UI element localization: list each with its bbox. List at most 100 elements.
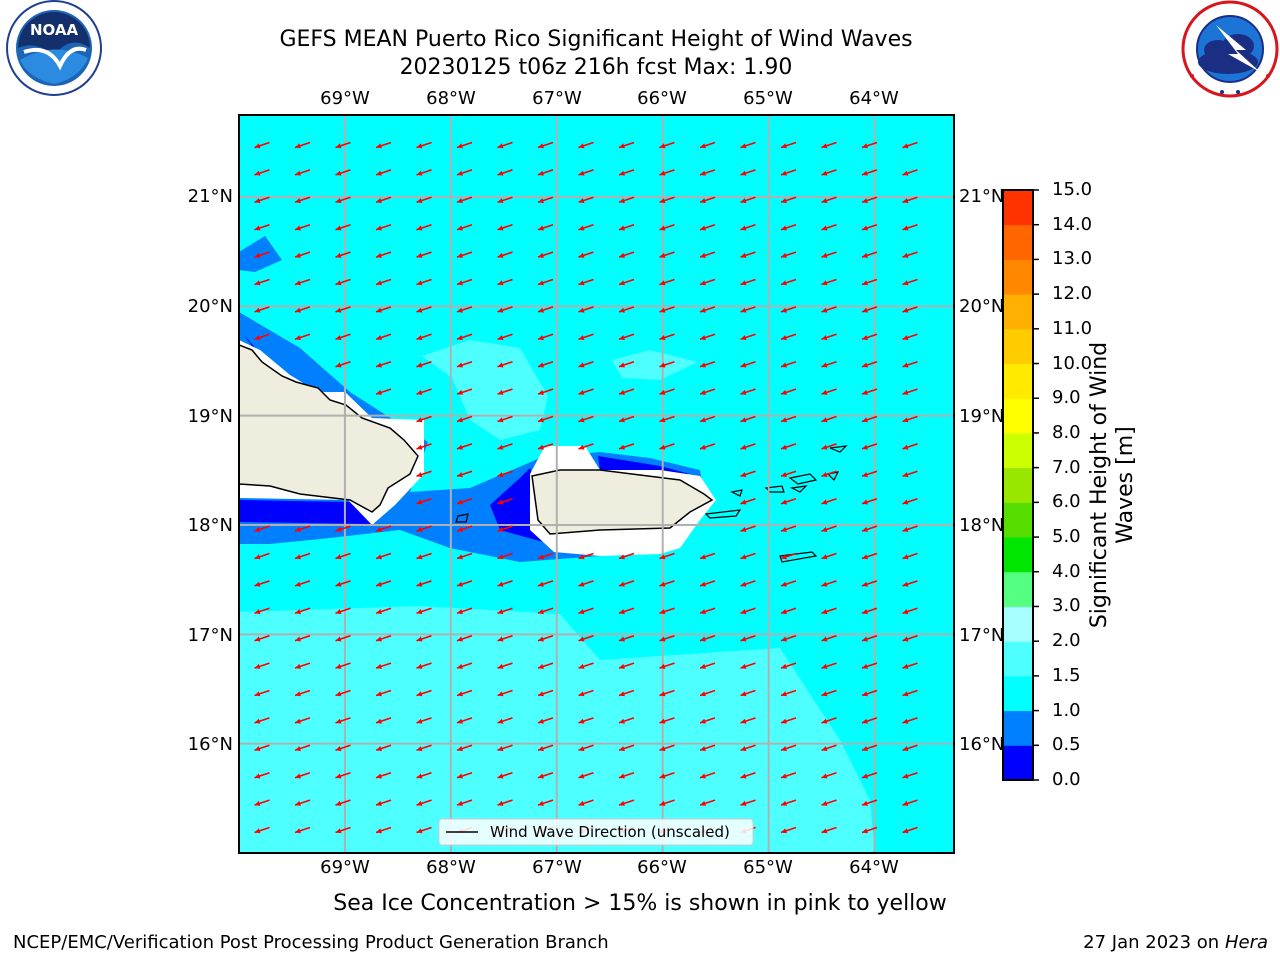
wind-arrow-head <box>862 225 868 231</box>
wind-arrow-head <box>254 636 261 642</box>
wind-arrow-head <box>538 636 544 642</box>
wind-arrow-head <box>457 225 463 231</box>
wind-arrow-head <box>416 225 423 231</box>
wind-arrow-head <box>335 609 342 615</box>
wind-arrow-head <box>538 225 544 231</box>
wind-arrow-head <box>457 554 463 560</box>
wind-arrow-head <box>295 609 301 615</box>
wind-arrow-head <box>659 280 666 286</box>
wind-arrow-head <box>538 554 544 560</box>
wind-arrow-head <box>740 773 747 779</box>
colorbar-segment <box>1003 606 1033 642</box>
wind-arrow-head <box>376 307 382 313</box>
wind-arrow-head <box>497 280 504 286</box>
wind-arrow-head <box>740 389 747 395</box>
wind-arrow-head <box>740 800 747 806</box>
wind-arrow-head <box>781 499 787 505</box>
wind-arrow-head <box>740 335 747 341</box>
wind-arrow-head <box>659 307 666 313</box>
title-line-1: GEFS MEAN Puerto Rico Significant Height… <box>279 27 913 52</box>
wind-arrow-head <box>457 526 463 532</box>
wind-arrow-head <box>740 170 747 176</box>
land-mona-island <box>455 513 469 523</box>
wind-arrow-head <box>821 718 828 724</box>
wind-arrow-head <box>376 773 382 779</box>
wind-arrow-head <box>335 526 342 532</box>
wind-arrow-head <box>619 198 625 204</box>
wind-arrow-head <box>497 663 504 669</box>
wind-arrow-head <box>497 554 504 560</box>
wind-arrow-head <box>376 718 382 724</box>
wind-arrow-head <box>862 718 868 724</box>
lon-tick-top: 64°W <box>849 88 899 109</box>
wind-arrow-head <box>700 746 706 752</box>
wind-arrow-head <box>619 581 625 587</box>
wind-arrow-head <box>335 307 342 313</box>
wind-arrow-head <box>497 143 504 149</box>
wind-arrow-head <box>862 417 868 423</box>
wind-arrow-head <box>821 609 828 615</box>
wind-arrow-head <box>659 581 666 587</box>
wind-arrow-head <box>781 307 787 313</box>
wind-arrow-head <box>902 526 909 532</box>
wind-arrow-head <box>619 335 625 341</box>
wind-arrow-head <box>497 773 504 779</box>
colorbar-segment <box>1003 259 1033 295</box>
wind-arrow-head <box>740 444 747 450</box>
colorbar-tick-label: 15.0 <box>1052 179 1093 200</box>
wind-arrow-head <box>376 636 382 642</box>
wind-arrow-head <box>376 554 382 560</box>
wind-arrow-head <box>862 444 868 450</box>
colorbar-tick-label: 11.0 <box>1052 317 1093 339</box>
wind-arrow-head <box>335 691 342 697</box>
wind-arrow-shaft <box>619 855 634 860</box>
wind-arrow-head <box>821 307 828 313</box>
wind-arrow-head <box>821 170 828 176</box>
colorbar-segment <box>1003 467 1033 503</box>
map-frame <box>238 114 955 854</box>
wind-arrow-head <box>254 170 261 176</box>
wind-arrow-head <box>497 746 504 752</box>
lat-tick-left: 20°N <box>187 296 233 317</box>
lat-tick-left: 17°N <box>187 625 233 646</box>
wind-arrow-head <box>700 663 706 669</box>
wind-arrow-head <box>740 225 747 231</box>
lon-tick-top: 67°W <box>532 88 582 109</box>
wind-arrow-head <box>862 554 868 560</box>
contour-1p5-2m-ne <box>612 350 698 380</box>
wind-arrow-head <box>740 581 747 587</box>
wind-arrow-head <box>497 389 504 395</box>
wind-arrow-head <box>700 554 706 560</box>
wind-arrow-head <box>376 526 382 532</box>
wind-arrow-head <box>862 828 868 834</box>
wind-arrow-head <box>416 252 423 258</box>
wind-arrow-head <box>659 800 666 806</box>
wind-arrow-head <box>416 389 423 395</box>
wind-arrow-head <box>578 773 585 779</box>
wind-arrow-head <box>821 225 828 231</box>
wind-arrow-head <box>821 663 828 669</box>
colorbar-tick-label: 8.0 <box>1052 421 1081 443</box>
wind-arrow-head <box>497 636 504 642</box>
wind-arrow-head <box>295 170 301 176</box>
lat-tick-left: 21°N <box>187 186 233 207</box>
wind-arrow-head <box>578 225 585 231</box>
wind-arrow-head <box>497 252 504 258</box>
wind-arrow-head <box>821 636 828 642</box>
wind-arrow-head <box>254 526 261 532</box>
wind-arrow-head <box>700 362 706 368</box>
wind-arrow-head <box>376 856 382 861</box>
footer-host: Hera <box>1224 932 1268 953</box>
contour-0p5-1m-nw <box>239 236 282 272</box>
wind-arrow-head <box>254 335 261 341</box>
wind-arrow-head <box>902 581 909 587</box>
wind-arrow-head <box>862 746 868 752</box>
wind-arrow-head <box>457 143 463 149</box>
wind-arrow-head <box>457 389 463 395</box>
wind-arrow-head <box>902 307 909 313</box>
noaa-logo-text: NOAA <box>30 21 79 39</box>
wind-arrow-head <box>376 143 382 149</box>
wind-arrow-head <box>781 225 787 231</box>
wind-arrow-head <box>619 307 625 313</box>
